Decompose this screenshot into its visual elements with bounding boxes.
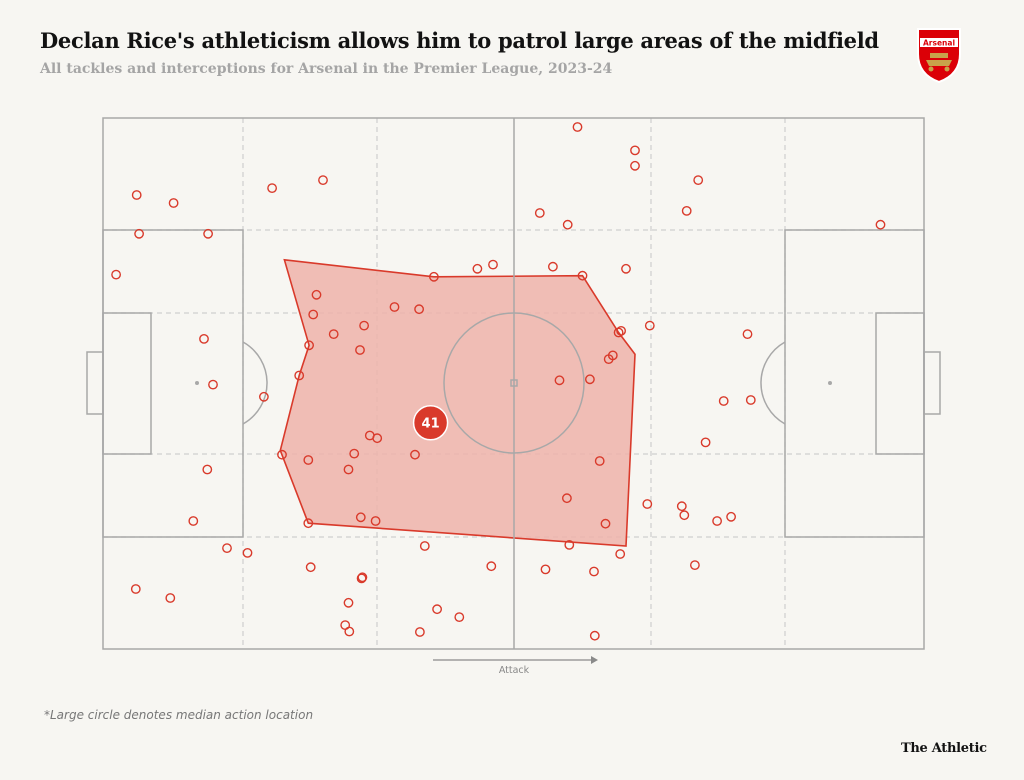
action-point-67 <box>222 543 232 553</box>
action-point-4 <box>693 175 704 186</box>
action-point-31 <box>199 333 209 344</box>
penalty-spot-right <box>828 381 832 385</box>
action-point-8 <box>168 198 179 208</box>
action-point-76 <box>356 573 367 584</box>
action-point-50 <box>410 449 420 460</box>
attack-label: Attack <box>499 665 530 676</box>
action-point-1 <box>572 122 583 132</box>
action-point-2 <box>630 145 640 156</box>
action-point-73 <box>589 566 599 577</box>
action-point-43 <box>745 395 756 405</box>
action-point-85 <box>589 630 600 641</box>
chart-subtitle: All tackles and interceptions for Arsena… <box>40 61 613 77</box>
action-point-24 <box>414 304 424 315</box>
action-point-49 <box>303 455 314 465</box>
arsenal-crest-logo: Arsenal <box>917 28 961 84</box>
action-point-64 <box>188 516 199 526</box>
action-point-71 <box>305 562 316 573</box>
action-point-80 <box>432 604 442 615</box>
action-point-79 <box>343 597 354 608</box>
median-circle <box>412 405 449 441</box>
chart-title: Declan Rice's athleticism allows him to … <box>40 28 879 53</box>
action-point-60 <box>600 518 611 529</box>
action-point-33 <box>355 345 365 355</box>
action-point-26 <box>359 320 369 331</box>
action-point-47 <box>277 449 287 460</box>
action-point-32 <box>304 340 314 351</box>
attack-arrow: Attack <box>433 656 598 676</box>
action-point-18 <box>621 263 631 274</box>
action-point-13 <box>134 228 145 239</box>
action-point-7 <box>131 190 142 200</box>
brand-logo: The Athletic <box>901 741 987 756</box>
action-point-66 <box>564 540 575 550</box>
action-point-36 <box>603 354 614 364</box>
svg-text:Arsenal: Arsenal <box>923 39 955 48</box>
action-point-29 <box>613 327 624 338</box>
action-point-28 <box>616 325 626 336</box>
action-point-12 <box>875 219 886 230</box>
action-point-19 <box>111 269 122 280</box>
action-area-hull <box>279 258 636 547</box>
action-point-37 <box>294 370 305 381</box>
action-point-53 <box>202 464 213 475</box>
action-points <box>111 122 886 641</box>
action-point-46 <box>700 437 711 448</box>
pitch-markings <box>86 117 941 650</box>
action-point-58 <box>712 516 722 526</box>
action-point-65 <box>303 518 314 529</box>
median-marker: 41 <box>412 405 449 441</box>
action-point-15 <box>488 259 498 270</box>
action-point-22 <box>311 289 322 300</box>
action-point-84 <box>414 627 425 637</box>
action-point-77 <box>130 584 141 594</box>
action-point-3 <box>630 160 640 171</box>
action-point-52 <box>343 464 354 475</box>
action-point-40 <box>585 374 595 385</box>
median-label: 41 <box>422 416 440 431</box>
action-point-70 <box>486 561 497 572</box>
action-point-5 <box>318 175 328 186</box>
action-point-9 <box>681 205 692 216</box>
action-point-14 <box>203 228 214 239</box>
action-point-11 <box>562 219 573 230</box>
action-point-55 <box>642 499 653 509</box>
action-point-38 <box>208 379 218 390</box>
action-point-25 <box>308 309 319 320</box>
action-point-39 <box>554 375 565 386</box>
action-point-6 <box>267 183 277 194</box>
action-point-78 <box>165 593 176 603</box>
action-point-27 <box>644 320 655 331</box>
action-point-59 <box>726 511 736 522</box>
action-point-34 <box>742 329 753 339</box>
action-point-10 <box>534 208 545 218</box>
action-point-62 <box>370 516 381 526</box>
action-point-83 <box>344 626 355 637</box>
action-point-16 <box>472 263 483 274</box>
action-point-20 <box>428 271 439 282</box>
penalty-spot-left <box>195 381 199 385</box>
action-point-81 <box>454 612 465 622</box>
action-point-17 <box>548 261 558 272</box>
action-point-23 <box>389 302 400 312</box>
action-point-61 <box>419 541 430 551</box>
action-point-30 <box>328 329 339 339</box>
action-point-69 <box>615 549 626 559</box>
action-point-63 <box>355 512 366 523</box>
footnote: *Large circle denotes median action loca… <box>44 708 314 722</box>
action-point-57 <box>679 510 690 521</box>
action-point-45 <box>372 433 383 444</box>
action-point-72 <box>540 564 551 575</box>
action-point-51 <box>594 456 605 466</box>
action-point-54 <box>562 493 572 504</box>
action-point-48 <box>349 448 360 459</box>
action-point-21 <box>577 270 588 281</box>
action-point-68 <box>242 548 253 558</box>
action-point-42 <box>718 396 729 406</box>
action-point-41 <box>258 391 269 402</box>
action-point-56 <box>676 501 687 512</box>
action-point-74 <box>690 560 700 570</box>
